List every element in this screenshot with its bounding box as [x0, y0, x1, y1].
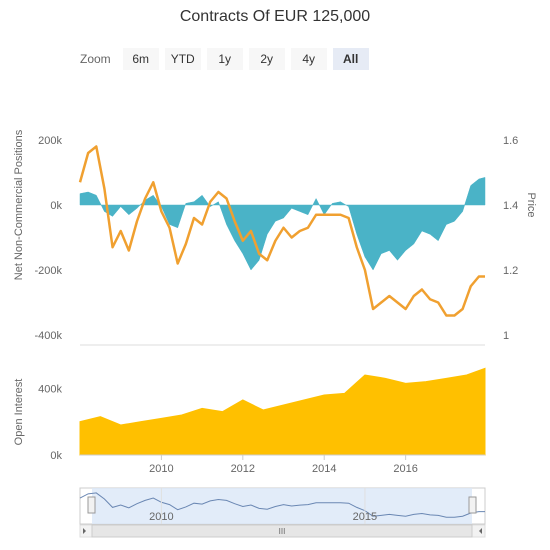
- positions-tick-label: 0k: [50, 200, 62, 212]
- open-interest-axis-ticks: 400k 0k: [38, 383, 62, 462]
- price-axis-ticks: 1.6 1.4 1.2 1: [503, 135, 518, 342]
- positions-area-series: [79, 177, 486, 271]
- x-tick-label: 2014: [312, 463, 336, 475]
- zoom-2y-button[interactable]: 2y: [248, 48, 285, 70]
- positions-tick-label: -200k: [34, 265, 62, 277]
- navigator-selection[interactable]: [92, 488, 472, 524]
- navigator-line: [79, 492, 485, 518]
- zoom-6m-button[interactable]: 6m: [122, 48, 159, 70]
- positions-pane: 200k 0k -200k -400k 1.6 1.4 1.2 1 Net Non-Comm…: [13, 129, 537, 346]
- navigator-line-series: [79, 492, 485, 518]
- navigator-left-handle[interactable]: [87, 496, 96, 514]
- price-line-series: [78, 145, 486, 317]
- open-interest-tick-label: 0k: [50, 450, 62, 462]
- open-interest-axis-title: Open Interest: [13, 379, 25, 446]
- zoom-toolbar: Zoom 6m YTD 1y 2y 4y All: [80, 48, 369, 70]
- x-tick-label: 2012: [231, 463, 255, 475]
- zoom-all-button[interactable]: All: [332, 48, 369, 70]
- chart-title: Contracts Of EUR 125,000: [179, 8, 371, 25]
- open-interest-area: [79, 367, 486, 456]
- scrollbar-grip[interactable]: III: [279, 527, 286, 536]
- zoom-1y-button[interactable]: 1y: [206, 48, 243, 70]
- navigator-right-handle[interactable]: [468, 496, 477, 514]
- zoom-ytd-button[interactable]: YTD: [164, 48, 201, 70]
- price-tick-label: 1.2: [503, 265, 518, 277]
- price-tick-label: 1.4: [503, 200, 518, 212]
- navigator-tick-label: 2015: [353, 511, 377, 523]
- positions-tick-label: 200k: [38, 135, 62, 147]
- scrollbar[interactable]: III: [79, 524, 486, 538]
- scrollbar-thumb[interactable]: [91, 524, 473, 538]
- positions-axis-ticks: 200k 0k -200k -400k: [34, 135, 62, 342]
- navigator-tick-label: 2010: [149, 511, 173, 523]
- open-interest-area-series: [79, 367, 486, 456]
- navigator-ticks: 2010 2015: [149, 488, 377, 524]
- open-interest-tick-label: 400k: [38, 383, 62, 395]
- zoom-label: Zoom: [80, 52, 111, 66]
- positions-area: [79, 177, 486, 271]
- price-axis-title: Price: [525, 192, 537, 217]
- open-interest-pane: 400k 0k Open Interest 2010 2012 2014 2016: [13, 367, 486, 475]
- scroll-right-arrow-icon[interactable]: [479, 528, 482, 534]
- zoom-4y-button[interactable]: 4y: [290, 48, 327, 70]
- scroll-left-arrow-icon[interactable]: [83, 528, 86, 534]
- navigator[interactable]: 2010 2015: [79, 487, 486, 525]
- positions-tick-label: -400k: [34, 330, 62, 342]
- x-tick-label: 2010: [149, 463, 173, 475]
- x-axis-ticks: 2010 2012 2014 2016: [80, 454, 485, 475]
- x-tick-label: 2016: [393, 463, 417, 475]
- price-tick-label: 1.6: [503, 135, 518, 147]
- price-tick-label: 1: [503, 330, 509, 342]
- positions-axis-title: Net Non-Commercial Positions: [13, 129, 25, 280]
